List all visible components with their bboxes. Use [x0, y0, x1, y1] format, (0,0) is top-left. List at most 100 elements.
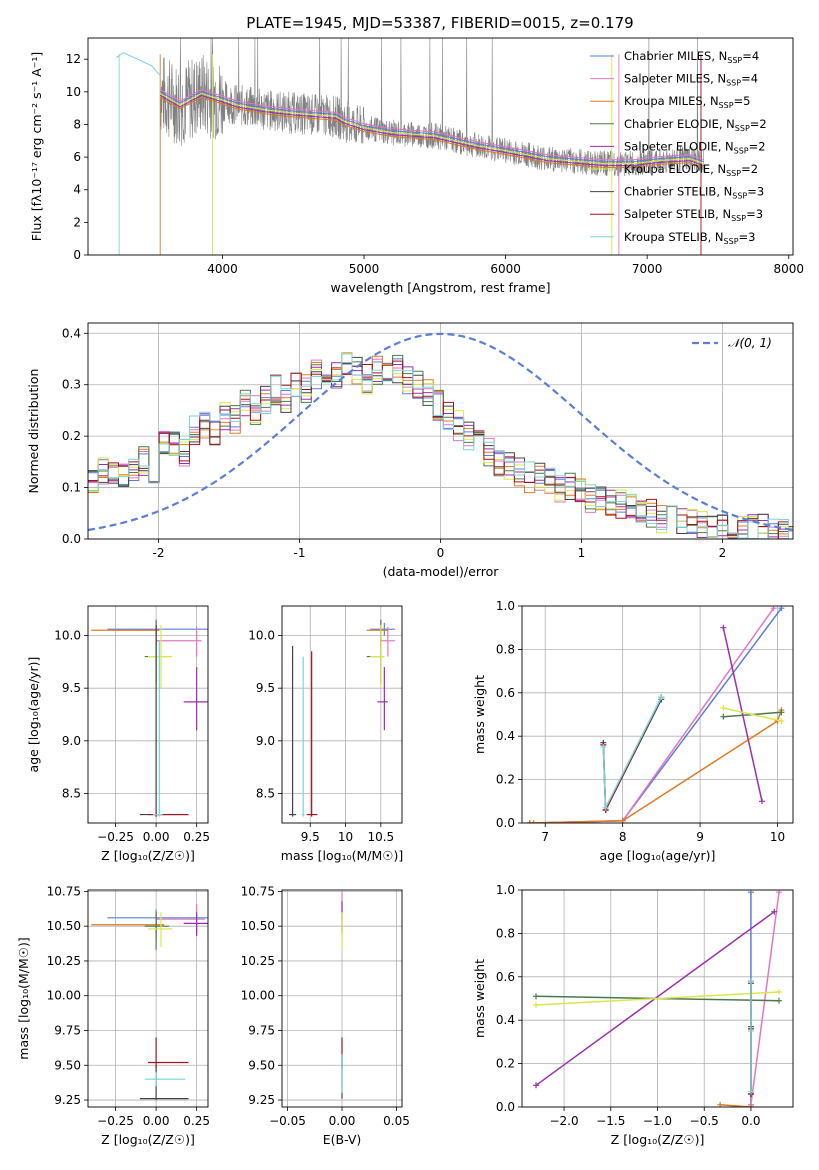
y-tick-label: 10.25: [47, 954, 81, 968]
weight-marker: [720, 624, 727, 631]
y-tick-label: 8.5: [62, 787, 81, 801]
x-tick-label: 0.00: [143, 1114, 170, 1128]
y-tick-label: 0.2: [62, 429, 81, 443]
x-tick-label: 7000: [632, 262, 663, 276]
legend-label-text: Chabrier STELIB, N: [624, 185, 732, 199]
y-tick-label: 0.6: [496, 686, 515, 700]
weight-marker: [530, 820, 537, 823]
y-tick-label: 6: [73, 150, 81, 164]
weight-age-plot-area: [526, 606, 785, 823]
y-tick-label: 9.0: [256, 734, 275, 748]
legend-label: Chabrier ELODIE, NSSP=2: [624, 117, 767, 133]
legend-label-tail: =3: [746, 207, 763, 221]
legend-label-tail: =3: [739, 230, 756, 244]
normal-curve: [88, 332, 793, 532]
legend-label-sub: SSP: [726, 169, 741, 178]
x-tick-label: 5000: [349, 262, 380, 276]
x-axis-label: mass [log₁₀(M/M☉)]: [281, 848, 403, 863]
y-tick-label: 10.0: [54, 628, 81, 642]
x-tick-label: 9: [696, 830, 704, 844]
legend-label-tail: =2: [741, 162, 758, 176]
y-tick-label: 10.00: [241, 989, 275, 1003]
legend-label-text: Salpeter STELIB, N: [624, 207, 731, 221]
y-tick-label: 1.0: [496, 599, 515, 613]
x-tick-label: 6000: [490, 262, 521, 276]
y-tick-label: 9.50: [54, 1058, 81, 1072]
x-tick-label: 0.25: [183, 830, 210, 844]
y-axis-label: Normed distribution: [26, 369, 41, 494]
y-tick-label: 0.8: [496, 926, 515, 940]
y-tick-label: 8.5: [256, 787, 275, 801]
legend-label: Salpeter ELODIE, NSSP=2: [624, 139, 766, 155]
legend-label-text: Chabrier ELODIE, N: [624, 117, 735, 131]
x-tick-label: −0.5: [690, 1114, 719, 1128]
y-axis-label: mass [log₁₀(M/M☉)]: [16, 937, 31, 1059]
x-tick-label: −0.25: [97, 830, 134, 844]
y-tick-label: 10.25: [241, 954, 275, 968]
x-tick-label: 1: [578, 546, 586, 560]
legend-label-tail: =2: [749, 139, 766, 153]
y-axis-label: age [log₁₀(age/yr)]: [26, 657, 41, 773]
weight-age-panel: 7 8 9 10 0.0 0.2 0.4 0.6 0.8 1.0 age [log₁₀(age/yr…: [472, 599, 794, 863]
legend-label-tail: =3: [747, 185, 764, 199]
model-curve: [159, 92, 704, 165]
y-tick-label: 0.2: [496, 773, 515, 787]
y-tick-label: 0.0: [496, 1100, 515, 1114]
y-tick-label: 9.0: [62, 734, 81, 748]
weight-marker: [759, 798, 766, 805]
spectrum-panel: 4000 5000 6000 7000 8000 0 2 4 6 8 10 12 wavelength …: [29, 37, 804, 295]
weight-marker: [658, 694, 665, 701]
weight-marker: [747, 978, 754, 985]
weight-marker: [526, 820, 533, 823]
x-tick-label: 10: [338, 830, 353, 844]
figure-title: PLATE=1945, MJD=53387, FIBERID=0015, z=0…: [246, 14, 633, 32]
x-tick-label: −1.0: [643, 1114, 672, 1128]
panels-group: 4000 5000 6000 7000 8000024681012wavelength …: [16, 37, 804, 1147]
y-axis-label: mass weight: [472, 959, 487, 1038]
histogram-series: [88, 358, 793, 539]
age-Z-plot-area: [91, 619, 208, 817]
y-tick-label: 10.75: [241, 884, 275, 898]
y-tick-label: 10.00: [47, 989, 81, 1003]
y-tick-label: 0.4: [62, 326, 81, 340]
x-axis-label: Z [log₁₀(Z/Z☉)]: [611, 1132, 705, 1147]
y-tick-label: 10.50: [241, 919, 275, 933]
weight-marker: [771, 908, 778, 915]
y-tick-label: 0.3: [62, 378, 81, 392]
legend-label: Kroupa MILES, NSSP=5: [624, 94, 750, 110]
legend-label: Chabrier MILES, NSSP=4: [624, 49, 759, 65]
legend-label-sub: SSP: [719, 101, 734, 110]
legend-label: Salpeter MILES, NSSP=4: [624, 72, 758, 88]
axes-frame: [521, 889, 794, 1108]
legend-label-sub: SSP: [734, 146, 749, 155]
weight-marker: [602, 804, 609, 811]
x-axis-label: Z [log₁₀(Z/Z☉)]: [101, 848, 195, 863]
weight-Z-plot-area: [533, 890, 782, 1107]
weight-Z-panel: −2.0 −1.5 −1.0 −0.5 0.0 0.0 0.2 0.4 0.6 0.8 1.0 Z […: [472, 883, 794, 1147]
x-tick-label: 7: [541, 830, 549, 844]
x-axis-label: age [log₁₀(age/yr)]: [600, 848, 716, 863]
histogram-series: [88, 354, 793, 539]
legend-label: Salpeter STELIB, NSSP=3: [624, 207, 763, 223]
spectrum-plot-area: [116, 38, 704, 255]
legend-label-tail: =4: [742, 49, 759, 63]
axes-frame: [281, 889, 403, 1108]
histogram-plot-area: [88, 332, 793, 539]
model-curve: [159, 89, 704, 161]
weight-marker: [533, 1002, 540, 1009]
legend-label-text: Chabrier MILES, N: [624, 49, 727, 63]
y-tick-label: 12: [66, 52, 81, 66]
age-mass-panel: 9.5 10 10.5 8.5 9.0 9.5 10.0 mass [log₁₀(M/M☉)]: [248, 605, 403, 863]
legend-label: Chabrier STELIB, NSSP=3: [624, 185, 764, 201]
y-tick-label: 10.75: [47, 884, 81, 898]
y-tick-label: 2: [73, 215, 81, 229]
legend-label-sub: SSP: [727, 56, 742, 65]
x-tick-label: −1.5: [596, 1114, 625, 1128]
weight-marker: [775, 997, 782, 1004]
legend-label-text: Salpeter ELODIE, N: [624, 139, 734, 153]
mass-Z-panel: −0.25 0.00 0.25 9.25 9.50 9.75 10.00 10.25 10.50…: [16, 884, 210, 1147]
y-tick-label: 8: [73, 117, 81, 131]
y-axis-label: Flux [fλ10⁻¹⁷ erg cm⁻² s⁻¹ A⁻¹]: [29, 52, 44, 241]
y-tick-label: 9.5: [256, 681, 275, 695]
axes-frame: [521, 605, 794, 824]
